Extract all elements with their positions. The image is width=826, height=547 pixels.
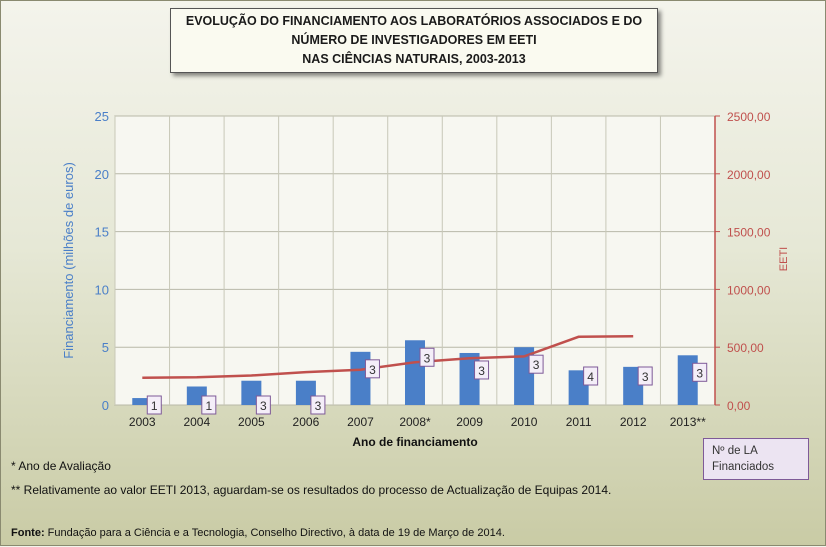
la-count-box	[528, 354, 544, 374]
la-count-box	[364, 359, 380, 379]
la-count-box	[419, 347, 435, 367]
y-left-tick-label: 0	[102, 398, 109, 413]
x-tick-label: 2012	[620, 415, 647, 429]
la-count-box	[637, 366, 653, 386]
x-tick-label: 2009	[456, 415, 483, 429]
x-tick-label: 2013**	[670, 415, 706, 429]
note-evaluation-year: * Ano de Avaliação	[11, 459, 111, 473]
x-tick-label: 2006	[293, 415, 320, 429]
y-right-tick-label: 500,00	[727, 341, 764, 355]
x-tick-label: 2003	[129, 415, 156, 429]
la-count-box	[310, 395, 326, 415]
x-tick-label: 2004	[183, 415, 210, 429]
y-left-tick-label: 20	[95, 167, 109, 182]
source-label: Fonte:	[11, 527, 45, 539]
y-left-tick-label: 15	[95, 225, 109, 240]
la-count-box	[583, 366, 599, 386]
title-line-3: NAS CIÊNCIAS NATURAIS, 2003-2013	[302, 52, 526, 66]
la-count-label: 3	[642, 370, 649, 384]
la-count-label: 3	[260, 399, 267, 413]
title-line-2: NÚMERO DE INVESTIGADORES EM EETI	[291, 33, 537, 47]
y-right-tick-label: 2000,00	[727, 168, 771, 182]
la-count-label: 3	[533, 358, 540, 372]
y-left-axis-title: Financiamento (milhões de euros)	[61, 162, 76, 359]
la-count-box	[255, 395, 271, 415]
x-tick-label: 2011	[566, 415, 592, 429]
x-tick-label: 2005	[238, 415, 265, 429]
la-count-label: 3	[369, 363, 376, 377]
la-count-label: 1	[151, 399, 158, 413]
la-count-label: 3	[424, 351, 431, 365]
la-count-label: 3	[315, 399, 322, 413]
la-count-label: 4	[587, 370, 594, 384]
y-right-tick-label: 2500,00	[727, 110, 771, 124]
note-eeti-2013: ** Relativamente ao valor EETI 2013, agu…	[11, 483, 612, 497]
la-count-label: 3	[696, 366, 703, 380]
la-count-label: 1	[205, 399, 212, 413]
la-count-box	[146, 395, 162, 415]
eeti-line	[142, 334, 634, 380]
la-count-box	[201, 395, 217, 415]
la-count-box	[474, 360, 490, 380]
bar	[132, 398, 153, 405]
x-axis-title: Ano de financiamento	[352, 435, 477, 449]
y-left-tick-label: 25	[95, 109, 109, 124]
x-tick-label: 2010	[511, 415, 538, 429]
la-count-label: 3	[478, 364, 485, 378]
y-right-tick-label: 0,00	[727, 399, 751, 413]
y-left-tick-label: 10	[95, 282, 109, 297]
y-right-tick-label: 1000,00	[727, 283, 771, 297]
title-line-1: EVOLUÇÃO DO FINANCIAMENTO AOS LABORATÓRI…	[185, 14, 643, 28]
la-count-box	[692, 362, 708, 382]
x-tick-label: 2008*	[399, 415, 431, 429]
legend-la-box: Nº de LA Financiados	[703, 438, 809, 480]
y-right-axis-title: EETI	[778, 247, 790, 271]
y-left-tick-label: 5	[102, 340, 109, 355]
x-tick-label: 2007	[347, 415, 374, 429]
chart-title: EVOLUÇÃO DO FINANCIAMENTO AOS LABORATÓRI…	[170, 8, 658, 73]
source-note: Fonte: Fundação para a Ciência e a Tecno…	[11, 527, 505, 539]
source-text: Fundação para a Ciência e a Tecnologia, …	[44, 527, 505, 539]
y-right-tick-label: 1500,00	[727, 226, 771, 240]
